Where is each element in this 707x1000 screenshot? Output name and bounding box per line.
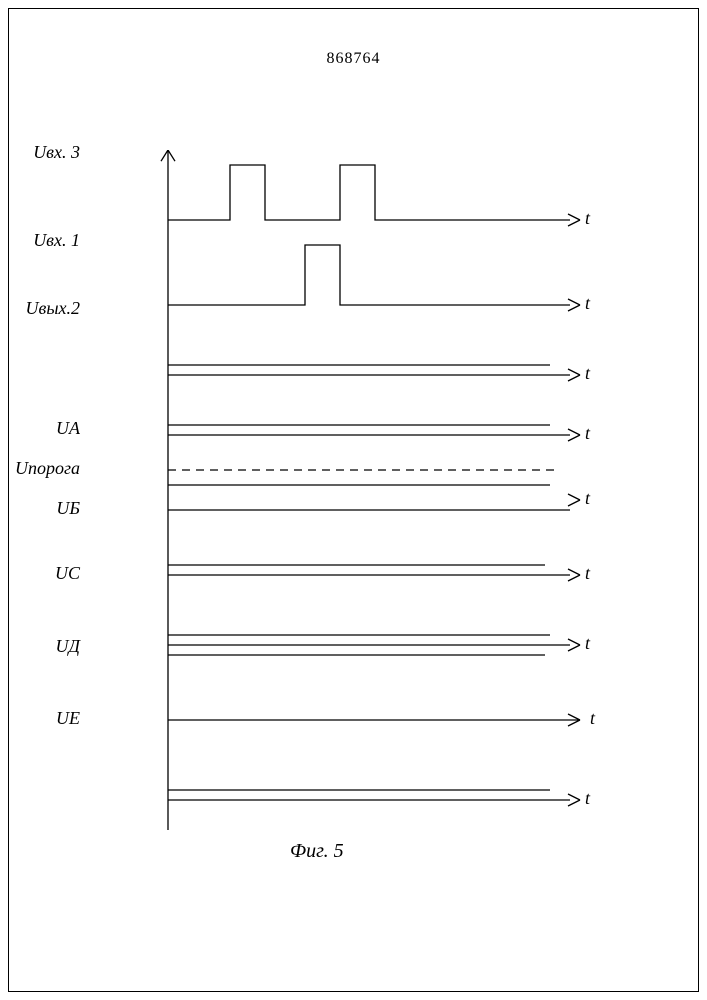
t-label-1: t: [585, 208, 590, 229]
page: 868764 Uвх. 3 Uвх. 1 Uвых.2 UА Uпорога U…: [0, 0, 707, 1000]
label-ub: UБ: [10, 498, 80, 519]
label-ud: UД: [10, 636, 80, 657]
figure-caption: Фиг. 5: [290, 840, 344, 863]
label-uvx3: Uвх. 3: [10, 142, 80, 163]
t-label-8: t: [590, 708, 595, 729]
label-uvx1: Uвх. 1: [10, 230, 80, 251]
diagram-svg: [90, 150, 610, 870]
t-label-9: t: [585, 788, 590, 809]
t-label-6: t: [585, 563, 590, 584]
document-number: 868764: [0, 50, 707, 68]
label-uvyx2: Uвых.2: [10, 298, 80, 319]
t-label-3: t: [585, 363, 590, 384]
label-uporoga: Uпорога: [5, 458, 80, 479]
timing-diagram: Uвх. 3 Uвх. 1 Uвых.2 UА Uпорога UБ UС UД…: [90, 150, 610, 870]
t-label-7: t: [585, 633, 590, 654]
label-ua: UА: [10, 418, 80, 439]
t-label-2: t: [585, 293, 590, 314]
t-label-4: t: [585, 423, 590, 444]
label-ue: UЕ: [10, 708, 80, 729]
label-uc: UС: [10, 563, 80, 584]
t-label-5: t: [585, 488, 590, 509]
